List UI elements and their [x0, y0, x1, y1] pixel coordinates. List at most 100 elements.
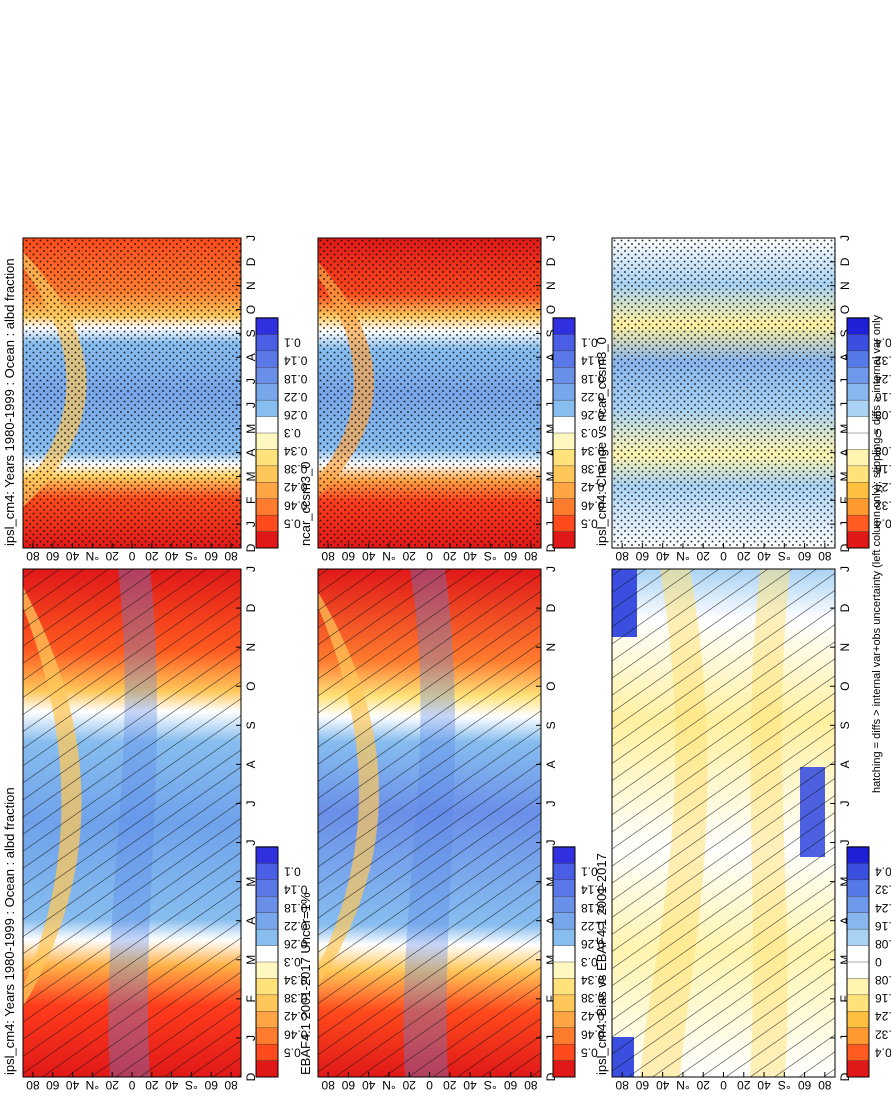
colorbar-tick-label: -0.24: [875, 372, 891, 386]
month-tick-label: J: [544, 1035, 558, 1041]
overlay-stippling: [23, 238, 241, 548]
panel-title: ipsl_cm4: Years 1980-1999 : Ocean : albd…: [2, 787, 17, 1075]
month-tick-label: M: [838, 424, 852, 434]
colorbar-tick-label: 0.1: [284, 865, 301, 879]
month-axis: D J F M A M J J A S O N D J: [830, 235, 852, 552]
latitude-tick-label: °S: [185, 549, 198, 563]
month-tick-label: J: [244, 800, 258, 806]
overlay-hatching: [23, 569, 241, 1077]
colorbar-swatch: [552, 862, 576, 881]
colorbar-tick-label: -0.24: [875, 901, 891, 915]
panel-change: ipsl_cm4: Change vs ncar_ccsm3_0 D J F M A M J…: [594, 235, 891, 563]
panel-title: ipsl_cm4: Bias vs EBAF4.1 2001-2017: [594, 853, 609, 1075]
colorbar-swatch: [552, 1043, 576, 1061]
colorbar-swatch: [846, 1043, 870, 1061]
month-axis: D J F M A M J J A S O N D J: [536, 566, 558, 1081]
colorbar-tick-label: 0.22: [284, 919, 308, 933]
month-tick-label: M: [838, 877, 852, 887]
latitude-tick-label: 60: [341, 1078, 355, 1092]
colorbar-swatch: [552, 977, 576, 996]
overlay-stippling: [612, 238, 835, 548]
colorbar-swatch: [255, 530, 279, 549]
panel-title: ipsl_cm4: Years 1980-1999 : Ocean : albd…: [2, 258, 17, 546]
colorbar-tick-label: 0.38: [581, 462, 605, 476]
colorbar-swatches: [552, 317, 576, 549]
month-tick-label: J: [244, 235, 258, 241]
colorbar-swatch: [255, 498, 279, 516]
colorbar-swatch: [552, 1027, 576, 1045]
month-axis: D J F M A M J J A S O N D J: [536, 235, 558, 552]
latitude-tick-label: °N: [86, 1078, 99, 1092]
latitude-tick-label: °N: [86, 549, 99, 563]
colorbar-tick-label: 0.22: [581, 919, 605, 933]
colorbar-tick-label: 0.38: [284, 462, 308, 476]
month-tick-label: D: [838, 603, 852, 612]
month-tick-label: M: [244, 877, 258, 887]
month-tick-label: J: [838, 378, 852, 384]
latitude-tick-label: 80: [615, 1078, 629, 1092]
colorbar-tick-label: 0.46: [581, 1027, 605, 1041]
colorbar-tick-label: 0.26: [581, 408, 605, 422]
latitude-tick-label: 40: [362, 549, 376, 563]
colorbar-swatch: [846, 879, 870, 897]
heatmap-field: [23, 569, 241, 1077]
colorbar: 0.5 0.46 0.42 0.38 0.34 0.3 0.26 0.22 0.18 0.14 0.…: [552, 317, 605, 549]
colorbar-tick-label: 0.1: [581, 336, 598, 350]
colorbar-frame: [552, 846, 576, 1078]
month-tick-label: F: [544, 995, 558, 1002]
month-tick-label: S: [838, 329, 852, 337]
colorbar-tick-label: 0.42: [581, 1009, 605, 1023]
month-tick-label: J: [544, 800, 558, 806]
latitude-tick-label: 60: [46, 549, 60, 563]
latitude-tick-label: 80: [26, 549, 40, 563]
month-tick-label: J: [544, 402, 558, 408]
latitude-tick-label: 60: [204, 549, 218, 563]
colorbar-tick-label: 0.08: [875, 973, 891, 987]
colorbar-frame: [255, 846, 279, 1078]
panel-title: ipsl_cm4: Change vs ncar_ccsm3_0: [594, 337, 609, 546]
month-tick-label: M: [244, 424, 258, 434]
month-axis: D J F M A M J J A S O N D J: [236, 566, 258, 1081]
colorbar-tick-label: 0.24: [875, 1009, 891, 1023]
colorbar-tick-label: 0.42: [284, 480, 308, 494]
colorbar-swatches: [846, 846, 870, 1078]
colorbar: 0.5 0.46 0.42 0.38 0.34 0.3 0.26 0.22 0.18 0.14 0.…: [552, 846, 605, 1078]
colorbar-tick-label: 0.14: [581, 354, 605, 368]
colorbar-swatch: [255, 879, 279, 897]
latitude-tick-label: 40: [66, 549, 80, 563]
colorbar-swatch: [552, 530, 576, 549]
latitude-tick-label: °N: [382, 549, 395, 563]
colorbar-swatch: [255, 1010, 279, 1028]
colorbar-swatch: [846, 944, 870, 963]
month-tick-label: D: [544, 543, 558, 552]
latitude-tick-label: 40: [463, 549, 477, 563]
colorbar-tick-label: -0.4: [875, 865, 891, 879]
colorbar-swatch: [846, 530, 870, 549]
colorbar-tick-label: 0.3: [581, 955, 598, 969]
colorbar-swatch: [846, 961, 870, 979]
latitude-tick-label: 80: [26, 1078, 40, 1092]
colorbar-swatch: [846, 415, 870, 434]
month-tick-label: S: [544, 721, 558, 729]
latitude-tick-label: °N: [676, 1078, 689, 1092]
panel-title: EBAF4.1 2001-2017 Uncer=1%: [298, 892, 313, 1075]
month-tick-label: N: [244, 281, 258, 290]
month-tick-label: O: [244, 305, 258, 314]
latitude-tick-label: 80: [524, 1078, 538, 1092]
colorbar-swatch: [255, 383, 279, 401]
colorbar-swatch: [255, 350, 279, 368]
month-tick-label: A: [838, 760, 852, 768]
colorbar-swatch: [255, 895, 279, 913]
month-tick-label: M: [544, 877, 558, 887]
colorbar-tick-label: 0.14: [581, 883, 605, 897]
colorbar-tick-label: 0.3: [581, 426, 598, 440]
latitude-tick-label: 40: [757, 549, 771, 563]
colorbar-swatches: [255, 846, 279, 1078]
month-tick-label: S: [544, 329, 558, 337]
colorbar-swatch: [846, 1059, 870, 1078]
latitude-tick-label: °N: [382, 1078, 395, 1092]
colorbar-tick-label: 0.1: [284, 336, 301, 350]
colorbar-swatch: [255, 432, 279, 450]
colorbar-swatch: [255, 1027, 279, 1045]
